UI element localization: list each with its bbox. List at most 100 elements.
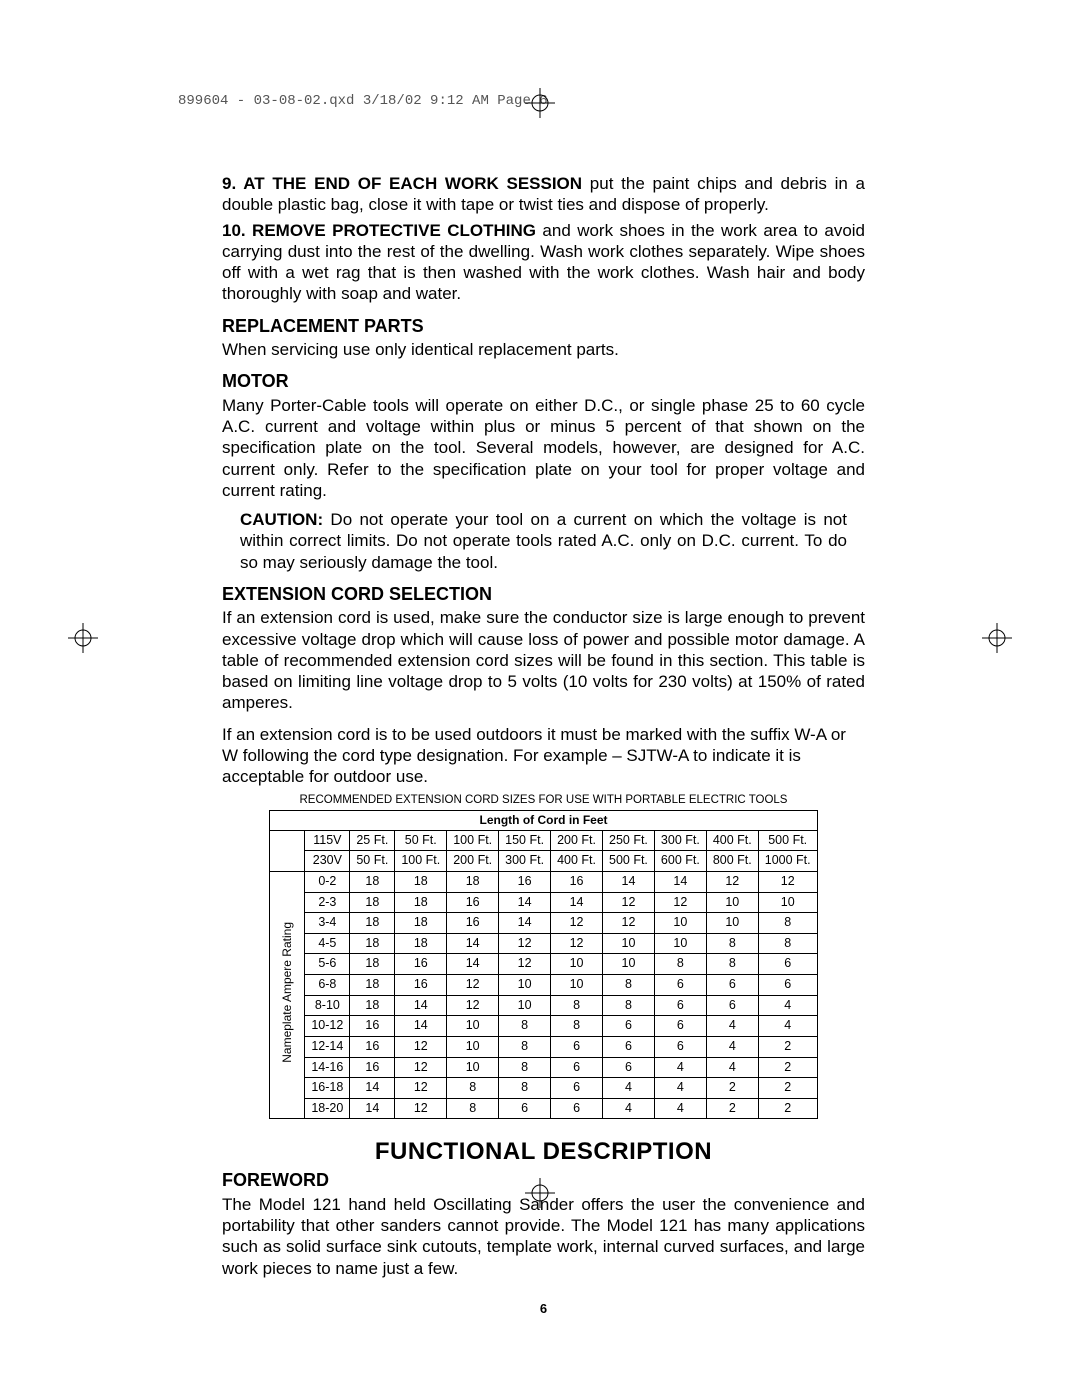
table-cell: 4	[654, 1098, 706, 1119]
amp-range: 18-20	[305, 1098, 350, 1119]
table-cell: 12	[395, 1098, 447, 1119]
table-cell: 150 Ft.	[499, 830, 551, 851]
table-cell: 16	[447, 913, 499, 934]
table-cell: 25 Ft.	[350, 830, 395, 851]
table-cell: 6	[654, 995, 706, 1016]
table-cell: 6	[603, 1036, 655, 1057]
table-cell: 10	[706, 892, 758, 913]
table-cell: 14	[350, 1078, 395, 1099]
table-cell: 6	[706, 995, 758, 1016]
table-cell: 2	[758, 1098, 817, 1119]
caution-text: Do not operate your tool on a current on…	[240, 510, 847, 572]
table-cell: 250 Ft.	[603, 830, 655, 851]
table-cell: 8	[603, 975, 655, 996]
table-cell: 12	[447, 995, 499, 1016]
table-cell: 18	[350, 995, 395, 1016]
table-cell: 8	[447, 1098, 499, 1119]
table-cell: 600 Ft.	[654, 851, 706, 872]
table-cell: 18	[350, 913, 395, 934]
page: 899604 - 03-08-02.qxd 3/18/02 9:12 AM Pa…	[0, 0, 1080, 1397]
table-cell: 12	[447, 975, 499, 996]
table-cell: 18	[395, 871, 447, 892]
amp-range: 4-5	[305, 933, 350, 954]
table-cell: 4	[603, 1078, 655, 1099]
table-115v-row: 115V 25 Ft. 50 Ft. 100 Ft. 150 Ft. 200 F…	[270, 830, 817, 851]
table-cell: 4	[706, 1036, 758, 1057]
item-9: 9. AT THE END OF EACH WORK SESSION put t…	[222, 173, 865, 216]
table-cell: 14	[447, 933, 499, 954]
print-header: 899604 - 03-08-02.qxd 3/18/02 9:12 AM Pa…	[178, 93, 548, 109]
table-cell: 300 Ft.	[654, 830, 706, 851]
table-cell: 14	[499, 892, 551, 913]
table-cell: 6	[654, 975, 706, 996]
table-cell: 18	[395, 892, 447, 913]
table-row: 8-101814121088664	[270, 995, 817, 1016]
table-cell: 2	[706, 1098, 758, 1119]
table-cell: 6	[706, 975, 758, 996]
table-cell: 18	[350, 871, 395, 892]
table-cell: 4	[758, 1016, 817, 1037]
table-cell: 18	[350, 975, 395, 996]
table-cell: 6	[654, 1016, 706, 1037]
motor-text: Many Porter-Cable tools will operate on …	[222, 395, 865, 501]
item-9-label: 9. AT THE END OF EACH WORK SESSION	[222, 174, 582, 193]
table-cell: 18	[395, 933, 447, 954]
table-cell: 12	[654, 892, 706, 913]
table-cell: 12	[603, 892, 655, 913]
table-row: 18-2014128664422	[270, 1098, 817, 1119]
blank-corner	[270, 830, 305, 871]
table-cell: 8	[706, 933, 758, 954]
table-cell: 200 Ft.	[551, 830, 603, 851]
table-cell: 8	[447, 1078, 499, 1099]
table-cell: 8	[758, 913, 817, 934]
table-row: 6-818161210108666	[270, 975, 817, 996]
table-cell: 4	[603, 1098, 655, 1119]
table-cell: 10	[603, 933, 655, 954]
table-cell: 200 Ft.	[447, 851, 499, 872]
table-cell: 12	[758, 871, 817, 892]
motor-heading: MOTOR	[222, 370, 865, 393]
item-10: 10. REMOVE PROTECTIVE CLOTHING and work …	[222, 220, 865, 305]
table-cell: 12	[499, 933, 551, 954]
length-header: Length of Cord in Feet	[270, 810, 817, 830]
table-cell: 4	[654, 1078, 706, 1099]
table-cell: 6	[551, 1057, 603, 1078]
table-cell: 10	[654, 933, 706, 954]
replacement-parts-text: When servicing use only identical replac…	[222, 339, 865, 360]
table-cell: 14	[551, 892, 603, 913]
table-cell: 10	[551, 975, 603, 996]
table-cell: 6	[654, 1036, 706, 1057]
amp-range: 5-6	[305, 954, 350, 975]
table-cell: 6	[603, 1016, 655, 1037]
crop-mark-left	[68, 623, 98, 653]
table-cell: 14	[447, 954, 499, 975]
table-cell: 100 Ft.	[395, 851, 447, 872]
crop-mark-right	[982, 623, 1012, 653]
table-cell: 50 Ft.	[395, 830, 447, 851]
table-cell: 10	[758, 892, 817, 913]
table-cell: 2	[758, 1057, 817, 1078]
table-cell: 10	[499, 995, 551, 1016]
table-cell: 6	[603, 1057, 655, 1078]
table-row: 3-418181614121210108	[270, 913, 817, 934]
amp-range: 10-12	[305, 1016, 350, 1037]
amp-range: 14-16	[305, 1057, 350, 1078]
table-cell: 8	[499, 1078, 551, 1099]
table-cell: 16	[499, 871, 551, 892]
extension-cord-p2: If an extension cord is to be used outdo…	[222, 724, 865, 788]
table-cell: 16	[447, 892, 499, 913]
table-cell: 8	[499, 1036, 551, 1057]
amp-range: 6-8	[305, 975, 350, 996]
row-115v-label: 115V	[305, 830, 350, 851]
table-row: 16-1814128864422	[270, 1078, 817, 1099]
table-row: 14-16161210866442	[270, 1057, 817, 1078]
table-header-row: Length of Cord in Feet	[270, 810, 817, 830]
table-cell: 18	[395, 913, 447, 934]
table-row: 5-6181614121010886	[270, 954, 817, 975]
crop-mark-bottom	[525, 1178, 555, 1208]
table-cell: 16	[350, 1036, 395, 1057]
table-cell: 12	[603, 913, 655, 934]
amp-range: 0-2	[305, 871, 350, 892]
table-cell: 16	[395, 975, 447, 996]
table-cell: 800 Ft.	[706, 851, 758, 872]
